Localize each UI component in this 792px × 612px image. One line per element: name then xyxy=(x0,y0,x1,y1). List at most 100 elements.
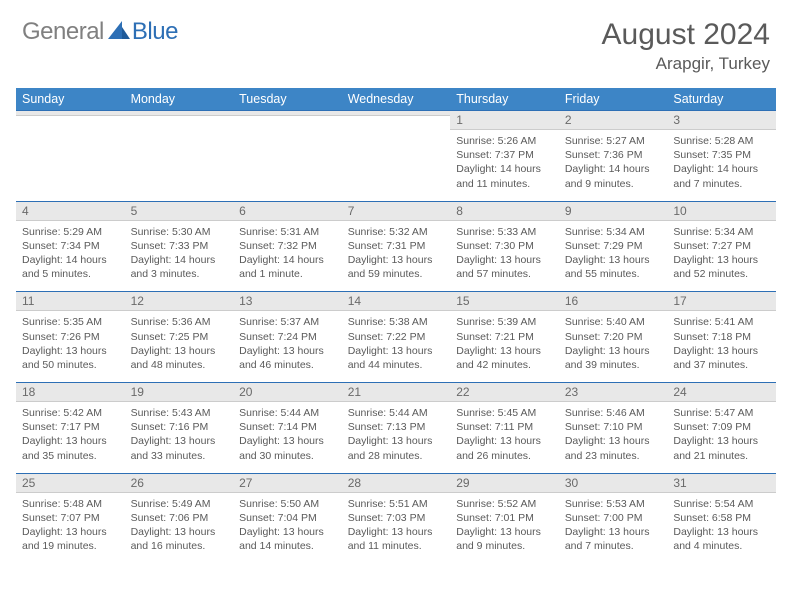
day-details: Sunrise: 5:28 AMSunset: 7:35 PMDaylight:… xyxy=(667,130,776,201)
sunrise-text: Sunrise: 5:30 AM xyxy=(131,226,211,238)
day-number: 27 xyxy=(233,473,342,493)
day-number: 26 xyxy=(125,473,234,493)
calendar-day-cell xyxy=(342,110,451,201)
calendar-day-cell: 4Sunrise: 5:29 AMSunset: 7:34 PMDaylight… xyxy=(16,201,125,292)
sunrise-text: Sunrise: 5:46 AM xyxy=(565,407,645,419)
sunset-text: Sunset: 7:06 PM xyxy=(131,512,209,524)
calendar-week-row: 4Sunrise: 5:29 AMSunset: 7:34 PMDaylight… xyxy=(16,201,776,292)
day-details: Sunrise: 5:51 AMSunset: 7:03 PMDaylight:… xyxy=(342,493,451,564)
daylight-text: Daylight: 13 hours and 33 minutes. xyxy=(131,435,216,461)
sunrise-text: Sunrise: 5:47 AM xyxy=(673,407,753,419)
sunrise-text: Sunrise: 5:32 AM xyxy=(348,226,428,238)
month-title: August 2024 xyxy=(602,18,770,52)
calendar-day-cell: 7Sunrise: 5:32 AMSunset: 7:31 PMDaylight… xyxy=(342,201,451,292)
day-number: 18 xyxy=(16,382,125,402)
sunset-text: Sunset: 7:17 PM xyxy=(22,421,100,433)
daylight-text: Daylight: 14 hours and 3 minutes. xyxy=(131,254,216,280)
daylight-text: Daylight: 13 hours and 57 minutes. xyxy=(456,254,541,280)
daylight-text: Daylight: 13 hours and 11 minutes. xyxy=(348,526,433,552)
day-number: 8 xyxy=(450,201,559,221)
day-details: Sunrise: 5:50 AMSunset: 7:04 PMDaylight:… xyxy=(233,493,342,564)
day-details: Sunrise: 5:35 AMSunset: 7:26 PMDaylight:… xyxy=(16,311,125,382)
sunset-text: Sunset: 7:35 PM xyxy=(673,149,751,161)
day-number: 12 xyxy=(125,291,234,311)
day-number: 10 xyxy=(667,201,776,221)
calendar-day-cell: 10Sunrise: 5:34 AMSunset: 7:27 PMDayligh… xyxy=(667,201,776,292)
sunset-text: Sunset: 7:07 PM xyxy=(22,512,100,524)
day-number: 19 xyxy=(125,382,234,402)
day-details: Sunrise: 5:34 AMSunset: 7:29 PMDaylight:… xyxy=(559,221,668,292)
day-number: 13 xyxy=(233,291,342,311)
sunrise-text: Sunrise: 5:39 AM xyxy=(456,316,536,328)
logo-triangle-icon xyxy=(108,21,130,44)
calendar-day-cell: 12Sunrise: 5:36 AMSunset: 7:25 PMDayligh… xyxy=(125,291,234,382)
calendar-day-cell: 14Sunrise: 5:38 AMSunset: 7:22 PMDayligh… xyxy=(342,291,451,382)
sunset-text: Sunset: 7:10 PM xyxy=(565,421,643,433)
sunset-text: Sunset: 7:09 PM xyxy=(673,421,751,433)
weekday-header: Monday xyxy=(125,88,234,110)
calendar-day-cell: 9Sunrise: 5:34 AMSunset: 7:29 PMDaylight… xyxy=(559,201,668,292)
sunset-text: Sunset: 7:37 PM xyxy=(456,149,534,161)
day-details xyxy=(16,116,125,178)
daylight-text: Daylight: 13 hours and 9 minutes. xyxy=(456,526,541,552)
sunset-text: Sunset: 7:34 PM xyxy=(22,240,100,252)
sunrise-text: Sunrise: 5:27 AM xyxy=(565,135,645,147)
day-details xyxy=(233,116,342,178)
sunset-text: Sunset: 6:58 PM xyxy=(673,512,751,524)
sunset-text: Sunset: 7:11 PM xyxy=(456,421,533,433)
sunset-text: Sunset: 7:33 PM xyxy=(131,240,209,252)
calendar-day-cell: 20Sunrise: 5:44 AMSunset: 7:14 PMDayligh… xyxy=(233,382,342,473)
day-details: Sunrise: 5:33 AMSunset: 7:30 PMDaylight:… xyxy=(450,221,559,292)
calendar-table: SundayMondayTuesdayWednesdayThursdayFrid… xyxy=(16,88,776,563)
sunrise-text: Sunrise: 5:34 AM xyxy=(565,226,645,238)
sunrise-text: Sunrise: 5:44 AM xyxy=(239,407,319,419)
daylight-text: Daylight: 13 hours and 52 minutes. xyxy=(673,254,758,280)
calendar-day-cell xyxy=(125,110,234,201)
sunrise-text: Sunrise: 5:31 AM xyxy=(239,226,319,238)
daylight-text: Daylight: 14 hours and 11 minutes. xyxy=(456,163,541,189)
calendar-day-cell xyxy=(233,110,342,201)
calendar-day-cell: 26Sunrise: 5:49 AMSunset: 7:06 PMDayligh… xyxy=(125,473,234,564)
sunrise-text: Sunrise: 5:26 AM xyxy=(456,135,536,147)
daylight-text: Daylight: 13 hours and 42 minutes. xyxy=(456,345,541,371)
day-details: Sunrise: 5:32 AMSunset: 7:31 PMDaylight:… xyxy=(342,221,451,292)
sunset-text: Sunset: 7:22 PM xyxy=(348,331,426,343)
weekday-header-row: SundayMondayTuesdayWednesdayThursdayFrid… xyxy=(16,88,776,110)
daylight-text: Daylight: 13 hours and 39 minutes. xyxy=(565,345,650,371)
sunset-text: Sunset: 7:01 PM xyxy=(456,512,534,524)
sunrise-text: Sunrise: 5:43 AM xyxy=(131,407,211,419)
sunrise-text: Sunrise: 5:45 AM xyxy=(456,407,536,419)
day-details: Sunrise: 5:49 AMSunset: 7:06 PMDaylight:… xyxy=(125,493,234,564)
day-number: 6 xyxy=(233,201,342,221)
sunrise-text: Sunrise: 5:35 AM xyxy=(22,316,102,328)
calendar-day-cell: 17Sunrise: 5:41 AMSunset: 7:18 PMDayligh… xyxy=(667,291,776,382)
sunrise-text: Sunrise: 5:49 AM xyxy=(131,498,211,510)
sunset-text: Sunset: 7:36 PM xyxy=(565,149,643,161)
calendar-day-cell: 8Sunrise: 5:33 AMSunset: 7:30 PMDaylight… xyxy=(450,201,559,292)
day-details: Sunrise: 5:26 AM Sunset: 7:37 PM Daylight:… xyxy=(450,130,559,201)
calendar-day-cell: 16Sunrise: 5:40 AMSunset: 7:20 PMDayligh… xyxy=(559,291,668,382)
day-number: 3 xyxy=(667,110,776,130)
sunrise-text: Sunrise: 5:38 AM xyxy=(348,316,428,328)
calendar-day-cell: 27Sunrise: 5:50 AMSunset: 7:04 PMDayligh… xyxy=(233,473,342,564)
calendar-day-cell: 31Sunrise: 5:54 AMSunset: 6:58 PMDayligh… xyxy=(667,473,776,564)
day-number: 20 xyxy=(233,382,342,402)
daylight-text: Daylight: 13 hours and 46 minutes. xyxy=(239,345,324,371)
day-number: 11 xyxy=(16,291,125,311)
day-number: 4 xyxy=(16,201,125,221)
day-details: Sunrise: 5:43 AMSunset: 7:16 PMDaylight:… xyxy=(125,402,234,473)
sunset-text: Sunset: 7:24 PM xyxy=(239,331,317,343)
sunset-text: Sunset: 7:29 PM xyxy=(565,240,643,252)
day-number: 9 xyxy=(559,201,668,221)
logo-text-gray: General xyxy=(22,18,104,46)
sunrise-text: Sunrise: 5:41 AM xyxy=(673,316,753,328)
weekday-header: Friday xyxy=(559,88,668,110)
daylight-text: Daylight: 13 hours and 48 minutes. xyxy=(131,345,216,371)
day-number: 30 xyxy=(559,473,668,493)
daylight-text: Daylight: 13 hours and 28 minutes. xyxy=(348,435,433,461)
sunrise-text: Sunrise: 5:36 AM xyxy=(131,316,211,328)
sunset-text: Sunset: 7:18 PM xyxy=(673,331,751,343)
calendar-day-cell: 11Sunrise: 5:35 AMSunset: 7:26 PMDayligh… xyxy=(16,291,125,382)
calendar-day-cell: 3Sunrise: 5:28 AMSunset: 7:35 PMDaylight… xyxy=(667,110,776,201)
sunrise-text: Sunrise: 5:28 AM xyxy=(673,135,753,147)
